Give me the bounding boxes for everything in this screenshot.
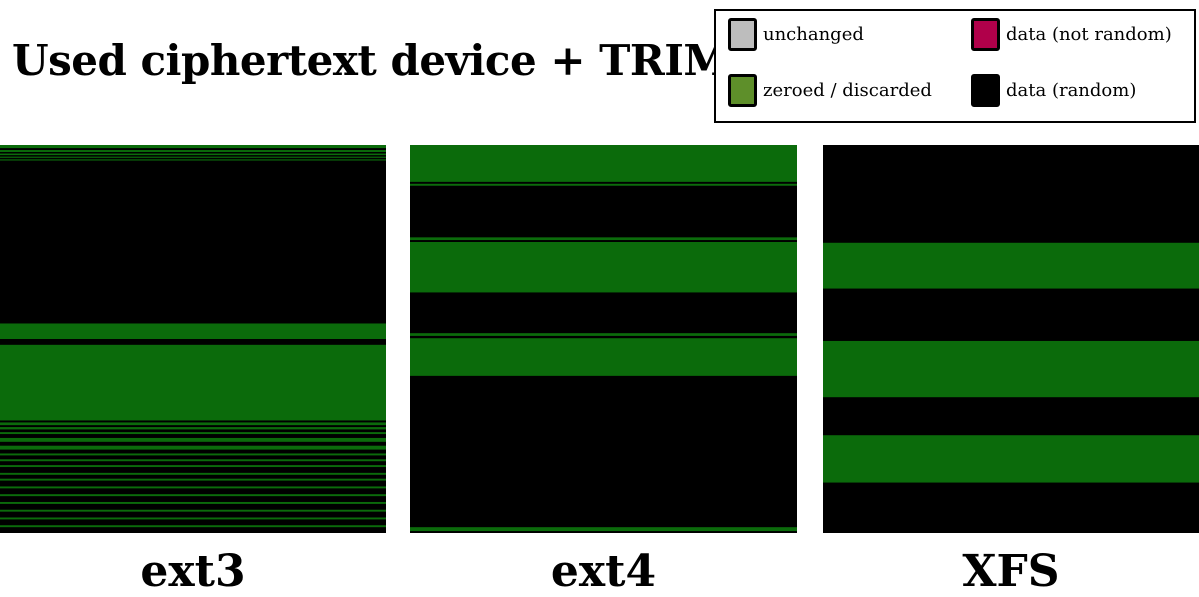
band-zeroed-6 bbox=[0, 344, 386, 421]
band-zeroed-7 bbox=[0, 422, 386, 426]
legend-swatch-not-random bbox=[971, 17, 1000, 51]
band-zeroed-5 bbox=[0, 323, 386, 339]
band-zeroed-8 bbox=[0, 427, 386, 430]
band-zeroed-13 bbox=[0, 459, 386, 462]
band-zeroed-1 bbox=[823, 340, 1199, 398]
band-zeroed-16 bbox=[0, 478, 386, 481]
legend-item-random: data (random) bbox=[971, 73, 1136, 107]
legend-label-zeroed: zeroed / discarded bbox=[763, 79, 932, 101]
legend-label-not-random: data (not random) bbox=[1006, 23, 1172, 45]
panel-xfs bbox=[823, 145, 1199, 533]
panel-xfs-plot bbox=[823, 145, 1199, 533]
legend-item-unchanged: unchanged bbox=[728, 17, 864, 51]
band-zeroed-18 bbox=[0, 494, 386, 497]
band-zeroed-19 bbox=[0, 501, 386, 504]
band-zeroed-2 bbox=[823, 435, 1199, 483]
band-zeroed-12 bbox=[0, 453, 386, 456]
band-zeroed-0 bbox=[823, 242, 1199, 289]
band-zeroed-22 bbox=[0, 525, 386, 528]
legend-label-unchanged: unchanged bbox=[763, 23, 864, 45]
panel-ext3 bbox=[0, 145, 386, 533]
panel-label-ext3: ext3 bbox=[140, 546, 246, 597]
band-zeroed-2 bbox=[0, 153, 386, 156]
chart-title: Used ciphertext device + TRIM bbox=[12, 36, 730, 85]
band-zeroed-4 bbox=[410, 333, 797, 336]
panel-ext4-plot bbox=[410, 145, 797, 533]
band-zeroed-0 bbox=[0, 145, 386, 149]
legend-swatch-unchanged bbox=[728, 17, 757, 51]
legend-item-not-random: data (not random) bbox=[971, 17, 1172, 51]
legend-swatch-zeroed bbox=[728, 73, 757, 107]
band-zeroed-20 bbox=[0, 509, 386, 512]
band-zeroed-3 bbox=[0, 156, 386, 158]
band-zeroed-4 bbox=[0, 159, 386, 161]
legend-item-zeroed: zeroed / discarded bbox=[728, 73, 932, 107]
band-zeroed-9 bbox=[0, 432, 386, 435]
band-zeroed-2 bbox=[410, 237, 797, 241]
band-zeroed-10 bbox=[0, 437, 386, 442]
band-zeroed-21 bbox=[0, 517, 386, 520]
panel-ext4 bbox=[410, 145, 797, 533]
panel-label-xfs: XFS bbox=[962, 546, 1060, 597]
band-zeroed-0 bbox=[410, 145, 797, 182]
band-zeroed-6 bbox=[410, 527, 797, 532]
band-zeroed-15 bbox=[0, 472, 386, 475]
chart-legend: unchanged data (not random) zeroed / dis… bbox=[714, 9, 1196, 123]
legend-label-random: data (random) bbox=[1006, 79, 1137, 101]
band-zeroed-5 bbox=[410, 338, 797, 376]
band-zeroed-3 bbox=[410, 242, 797, 293]
band-zeroed-17 bbox=[0, 486, 386, 489]
band-zeroed-1 bbox=[410, 183, 797, 186]
band-zeroed-14 bbox=[0, 465, 386, 468]
legend-swatch-random bbox=[971, 73, 1000, 107]
band-zeroed-11 bbox=[0, 445, 386, 450]
panel-label-ext4: ext4 bbox=[550, 546, 657, 597]
band-zeroed-1 bbox=[0, 150, 386, 152]
panel-ext3-plot bbox=[0, 145, 386, 533]
